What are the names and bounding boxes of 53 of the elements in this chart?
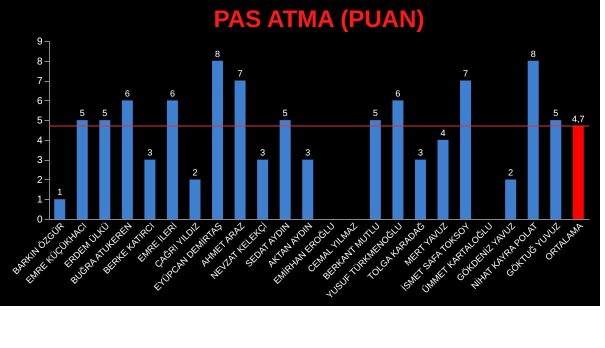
bar [122,100,133,219]
bar [144,160,156,219]
data-label: 5 [553,108,558,118]
data-label: 3 [147,148,152,158]
data-label: 5 [372,108,378,118]
data-label: 5 [102,108,108,118]
bar [460,80,472,219]
y-tick-label: 3 [36,155,43,166]
bar [189,179,200,219]
y-tick-label: 6 [36,96,43,107]
bar [528,60,539,219]
data-label: 3 [418,148,423,158]
data-label: 4,7 [572,114,585,124]
chart-title: PAS ATMA (PUAN) [214,6,424,33]
bar [99,120,110,219]
bar [550,120,562,219]
data-label: 2 [508,167,514,178]
y-tick-label: 8 [36,56,43,68]
data-label: 6 [124,88,130,98]
data-label: 3 [260,148,266,158]
y-tick-label: 1 [36,194,43,206]
bar [370,120,381,219]
y-tick-label: 0 [36,214,43,226]
data-label: 8 [215,48,220,59]
data-label: 7 [238,68,243,79]
data-label: 4 [440,128,446,138]
data-label: 7 [463,68,468,79]
bar [414,160,426,219]
bar [505,179,516,219]
bar [54,199,66,219]
bar [257,160,268,219]
bar [234,80,246,219]
y-tick-label: 5 [36,116,43,127]
bar [302,160,314,219]
y-tick-label: 2 [36,174,43,186]
y-tick-label: 9 [36,36,43,48]
data-label: 6 [170,88,175,98]
data-label: 1 [57,187,62,198]
bar [76,120,88,219]
bar [572,126,584,219]
bar [212,60,224,219]
bar [392,100,404,219]
data-label: 8 [530,48,536,59]
data-label: 6 [395,88,400,98]
data-label: 5 [282,108,288,118]
data-label: 5 [80,108,85,118]
bar [438,140,449,219]
data-label: 2 [192,167,198,178]
y-tick-label: 7 [36,76,43,88]
bar [166,100,178,219]
y-tick-label: 4 [36,135,43,146]
bar [280,120,291,219]
data-label: 3 [305,148,310,158]
